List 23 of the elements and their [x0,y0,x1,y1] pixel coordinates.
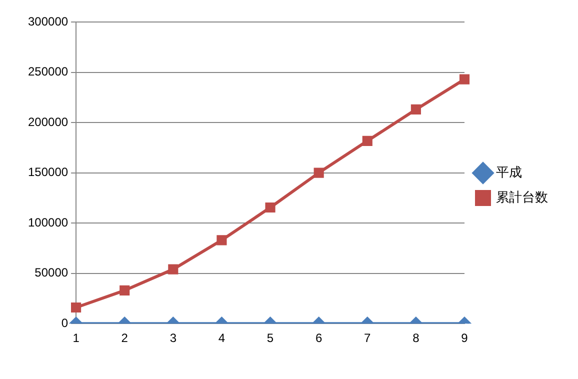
y-tick-label: 200000 [28,114,68,129]
point [459,74,470,84]
x-tick-label: 2 [121,331,128,346]
y-tick-label: 100000 [28,215,68,230]
y-tick-label: 250000 [28,64,68,79]
point [410,104,421,114]
x-tick-label: 8 [412,331,420,346]
x-tick-label: 1 [72,331,80,346]
y-tick-label: 300000 [28,14,68,28]
point [265,202,276,213]
x-tick-label: 3 [170,331,177,346]
y-tick-label: 0 [61,316,68,330]
x-tick-label: 7 [364,331,372,346]
point [362,136,372,146]
legend-label: 累計台数 [496,190,548,205]
x-tick-label: 5 [266,331,274,346]
x-tick-label: 4 [218,331,226,346]
point [314,168,324,178]
x-tick-label: 9 [461,331,468,346]
x-tick-label: 6 [315,331,322,346]
legend-label: 平成 [496,164,522,180]
y-tick-label: 50000 [34,266,68,280]
y-tick-label: 150000 [28,165,68,180]
